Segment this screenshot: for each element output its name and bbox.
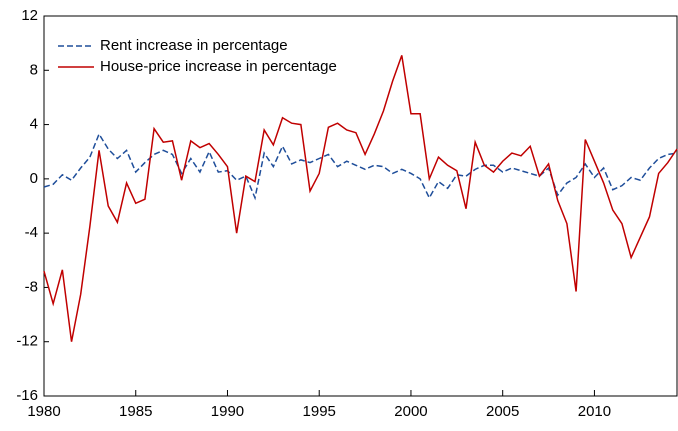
x-tick-label: 2005 [486, 403, 519, 420]
plot-frame [43, 15, 678, 397]
y-tick-label: 12 [21, 7, 38, 24]
y-tick-label: -8 [25, 278, 38, 295]
legend-label: Rent increase in percentage [100, 37, 288, 54]
y-tick-label: -4 [25, 224, 38, 241]
x-tick-label: 1985 [119, 403, 152, 420]
y-tick-label: 8 [30, 61, 38, 78]
legend-label: House-price increase in percentage [100, 58, 337, 75]
x-tick-label: 1995 [303, 403, 336, 420]
y-tick-label: -16 [16, 387, 38, 404]
y-tick-label: -12 [16, 333, 38, 350]
y-tick-label: 0 [30, 170, 38, 187]
x-tick-label: 2000 [394, 403, 427, 420]
series-line [43, 55, 678, 342]
x-tick-label: 1980 [27, 403, 60, 420]
y-tick-label: 4 [30, 116, 38, 133]
x-tick-label: 1990 [211, 403, 244, 420]
x-tick-label: 2010 [578, 403, 611, 420]
